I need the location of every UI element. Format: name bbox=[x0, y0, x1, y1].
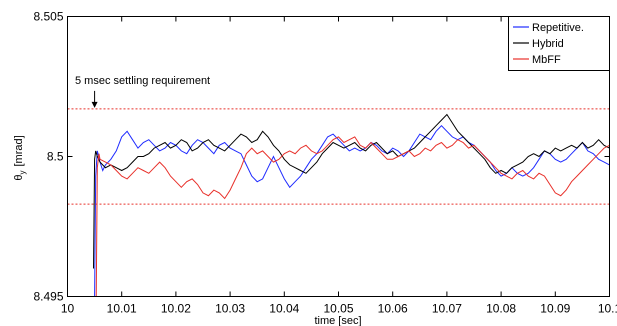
legend-label: Repetitive. bbox=[532, 22, 584, 34]
annotation-text: 5 msec settling requirement bbox=[75, 75, 210, 87]
series-line-1 bbox=[94, 124, 610, 297]
x-tick-label: 10.01 bbox=[107, 302, 137, 316]
y-axis-label-symbol: θ bbox=[13, 175, 25, 181]
x-tick-label: 10.02 bbox=[161, 302, 191, 316]
y-axis-label-subscript: y bbox=[18, 171, 27, 175]
x-tick-label: 10.09 bbox=[540, 302, 570, 316]
x-tick-label: 10.03 bbox=[215, 302, 245, 316]
x-tick-label: 10.05 bbox=[323, 302, 353, 316]
x-axis-label: time [sec] bbox=[314, 315, 361, 326]
y-axis-label-unit: [mrad] bbox=[13, 135, 25, 166]
y-tick-label: 8.495 bbox=[33, 290, 63, 304]
series-line-3 bbox=[95, 136, 610, 297]
x-tick-label: 10.08 bbox=[486, 302, 516, 316]
annotation: 5 msec settling requirement bbox=[75, 75, 210, 108]
legend: Repetitive. Hybrid MbFF bbox=[508, 16, 610, 71]
series-layer bbox=[93, 113, 610, 297]
axis-ticks: 10 10.01 10.02 10.03 10.04 10.05 10.06 10.07 10.… bbox=[33, 10, 617, 316]
x-tick-label: 10.07 bbox=[432, 302, 462, 316]
x-tick-label: 10 bbox=[61, 302, 75, 316]
y-tick-label: 8.5 bbox=[47, 150, 64, 164]
annotation-arrow-head bbox=[91, 101, 98, 108]
y-tick-label: 8.505 bbox=[33, 10, 63, 24]
x-tick-label: 10.04 bbox=[269, 302, 299, 316]
x-tick-label: 10.06 bbox=[378, 302, 408, 316]
legend-label: Hybrid bbox=[532, 38, 564, 50]
x-tick-label: 10.1 bbox=[598, 302, 617, 316]
legend-label: MbFF bbox=[532, 54, 561, 66]
y-axis-label: θy [mrad] bbox=[13, 135, 27, 180]
series-line-2 bbox=[93, 113, 610, 269]
